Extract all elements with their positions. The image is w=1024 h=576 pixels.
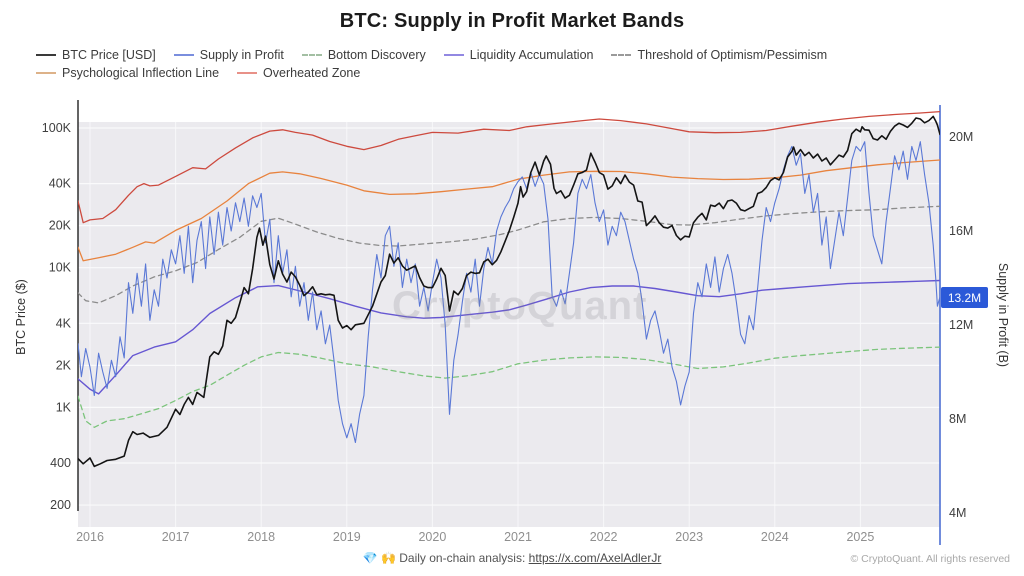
- svg-text:2023: 2023: [675, 530, 703, 544]
- svg-text:2K: 2K: [56, 358, 72, 372]
- svg-text:100K: 100K: [42, 121, 72, 135]
- legend-item-liquidity-accumulation[interactable]: Liquidity Accumulation: [443, 48, 594, 62]
- y-axis-title-right: Supply in Profit (B): [996, 262, 1010, 368]
- svg-text:400: 400: [50, 456, 71, 470]
- svg-text:200: 200: [50, 498, 71, 512]
- y-axis-title-left: BTC Price ($): [14, 279, 28, 355]
- line-swatch-icon: [173, 54, 194, 56]
- raised-hands-icon: 🙌: [380, 551, 396, 565]
- svg-text:2018: 2018: [247, 530, 275, 544]
- legend-item-threshold[interactable]: Threshold of Optimism/Pessimism: [611, 48, 827, 62]
- dashed-line-swatch-icon: [611, 54, 632, 56]
- current-value-badge: 13.2M: [941, 287, 988, 308]
- svg-text:2019: 2019: [333, 530, 361, 544]
- copyright-notice: © CryptoQuant. All rights reserved: [850, 553, 1010, 565]
- footer-caption: 💎 🙌 Daily on-chain analysis: https://x.c…: [0, 551, 1024, 565]
- gem-icon: 💎: [362, 551, 378, 565]
- legend-label: Threshold of Optimism/Pessimism: [637, 48, 828, 62]
- svg-text:10K: 10K: [49, 261, 72, 275]
- legend-label: Bottom Discovery: [327, 48, 426, 62]
- legend-item-psychological-inflection[interactable]: Psychological Inflection Line: [36, 66, 219, 80]
- svg-text:16M: 16M: [949, 224, 973, 238]
- legend-label: Overheated Zone: [263, 66, 361, 80]
- svg-text:20K: 20K: [49, 219, 72, 233]
- legend-label: Psychological Inflection Line: [62, 66, 220, 80]
- svg-text:8M: 8M: [949, 412, 966, 426]
- svg-text:1K: 1K: [56, 400, 72, 414]
- legend-item-bottom-discovery[interactable]: Bottom Discovery: [301, 48, 426, 62]
- svg-text:2021: 2021: [504, 530, 532, 544]
- dashed-line-swatch-icon: [301, 54, 322, 56]
- line-swatch-icon: [36, 72, 56, 74]
- legend-label: Liquidity Accumulation: [469, 48, 594, 62]
- svg-text:4K: 4K: [56, 316, 72, 330]
- author-link[interactable]: https://x.com/AxelAdlerJr: [528, 551, 662, 565]
- svg-text:2025: 2025: [846, 530, 874, 544]
- legend-label: BTC Price [USD]: [62, 48, 156, 62]
- line-swatch-icon: [443, 54, 464, 56]
- svg-text:20M: 20M: [949, 130, 973, 144]
- legend-label: Supply in Profit: [199, 48, 284, 62]
- svg-text:2016: 2016: [76, 530, 104, 544]
- legend-item-supply-in-profit[interactable]: Supply in Profit: [173, 48, 284, 62]
- legend: BTC Price [USD] Supply in Profit Bottom …: [36, 48, 992, 80]
- footer-text: Daily on-chain analysis:: [399, 551, 526, 565]
- svg-text:12M: 12M: [949, 318, 973, 332]
- line-swatch-icon: [36, 54, 56, 56]
- legend-item-overheated-zone[interactable]: Overheated Zone: [237, 66, 360, 80]
- svg-text:2022: 2022: [590, 530, 618, 544]
- chart-title: BTC: Supply in Profit Market Bands: [339, 10, 685, 32]
- svg-text:2020: 2020: [418, 530, 446, 544]
- legend-item-btc-price[interactable]: BTC Price [USD]: [36, 48, 156, 62]
- svg-text:2024: 2024: [761, 530, 789, 544]
- line-swatch-icon: [237, 72, 258, 74]
- svg-text:40K: 40K: [49, 177, 72, 191]
- svg-text:2017: 2017: [162, 530, 190, 544]
- svg-text:4M: 4M: [949, 506, 966, 520]
